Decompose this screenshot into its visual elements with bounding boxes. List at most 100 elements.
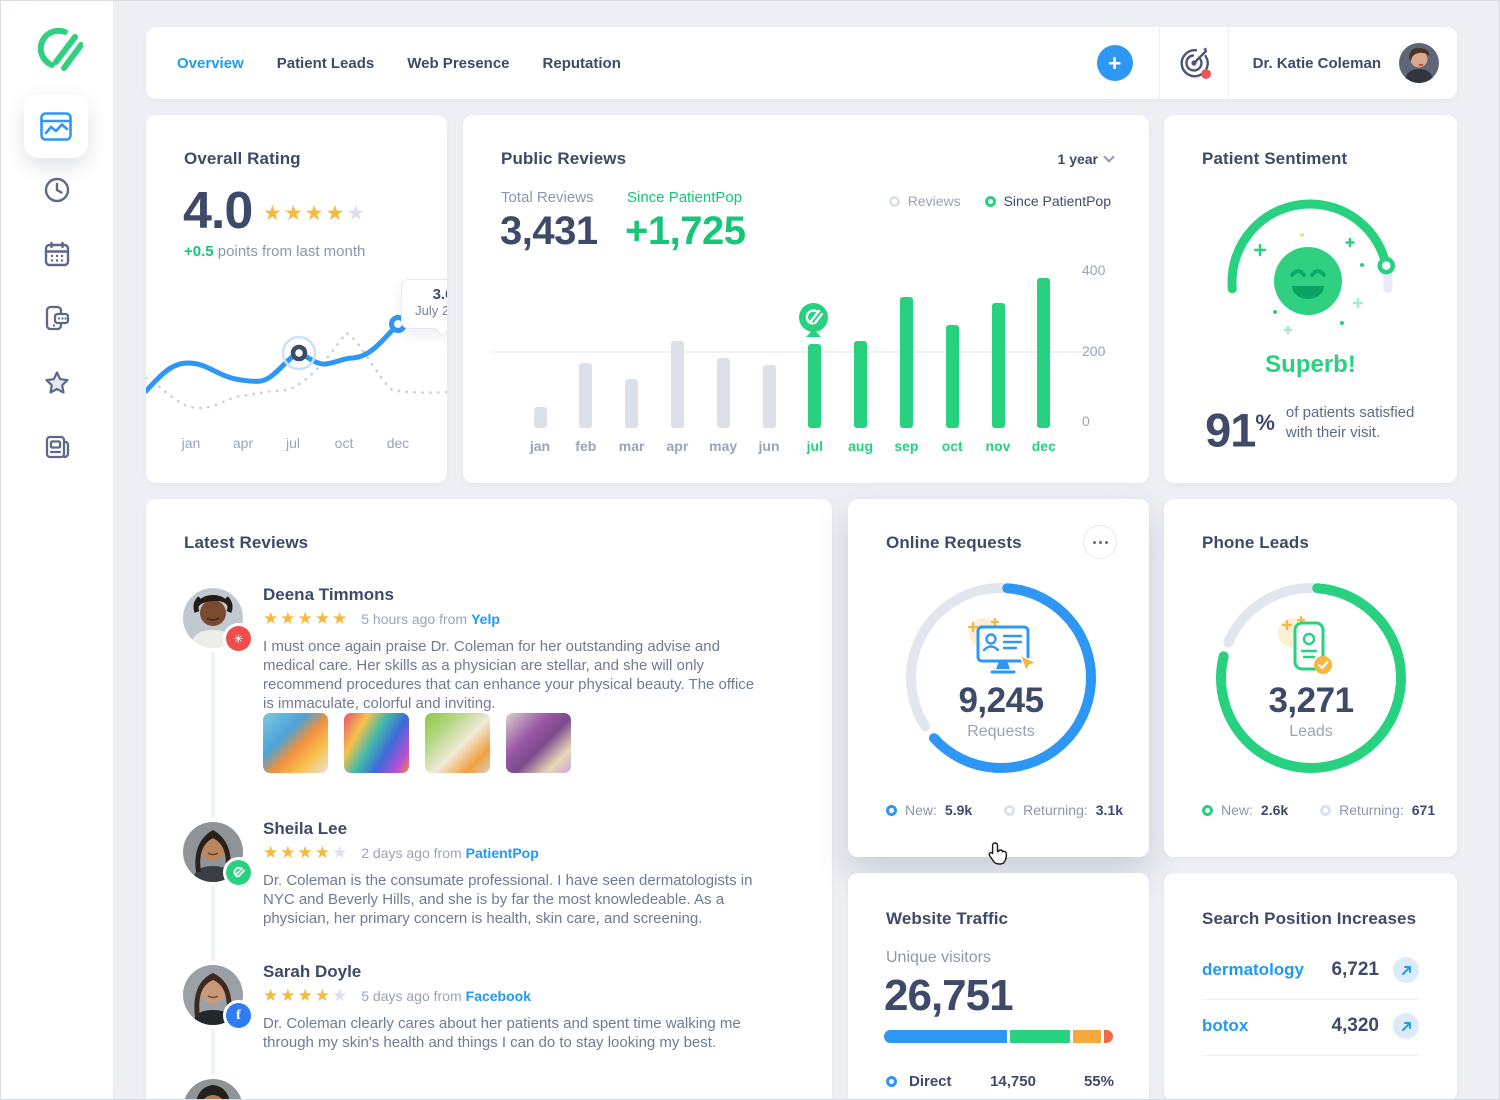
add-button[interactable]: + xyxy=(1096,45,1133,81)
bar-nov xyxy=(991,303,1005,428)
online-requests-card[interactable]: Online Requests 9,245 Requests New: 5.9k … xyxy=(848,499,1149,857)
x-axis-label: oct xyxy=(941,438,963,454)
leads-value: 3,271 xyxy=(1268,681,1354,720)
star-filled-icon: ★ xyxy=(332,609,350,628)
review-stars: ★★★★★ xyxy=(263,609,349,629)
y-tick: 400 xyxy=(1082,262,1106,278)
star-empty-icon: ★ xyxy=(346,202,368,225)
star-filled-icon: ★ xyxy=(325,202,347,225)
reviewer-name: Sarah Doyle xyxy=(263,962,362,981)
reviewer-avatar xyxy=(183,1079,243,1099)
sidebar-item-messages[interactable] xyxy=(44,305,70,331)
patient-sentiment-card: Patient Sentiment Superb! 91% of patient… xyxy=(1164,115,1457,483)
tab-reputation[interactable]: Reputation xyxy=(542,54,621,72)
x-axis-label: dec xyxy=(386,435,410,451)
x-axis-label: may xyxy=(709,438,738,454)
since-value: +1,725 xyxy=(625,209,746,253)
increase-arrow-button[interactable] xyxy=(1393,1013,1419,1039)
review-photos xyxy=(263,713,571,773)
sidebar-item-calendar[interactable] xyxy=(44,241,70,267)
divider xyxy=(1158,27,1160,99)
x-axis-label: feb xyxy=(575,438,597,454)
cursor-pointer-icon xyxy=(988,842,1008,865)
more-options-button[interactable] xyxy=(1083,525,1117,559)
star-filled-icon: ★ xyxy=(280,609,298,628)
review-photo[interactable] xyxy=(425,713,490,773)
x-axis-label: apr xyxy=(232,435,254,451)
yelp-badge-icon: ✳ xyxy=(226,626,251,651)
requests-value: 9,245 xyxy=(958,681,1044,720)
donut-center: 3,271 Leads xyxy=(1211,681,1411,741)
bar-mar xyxy=(625,379,639,428)
gray-ring-icon xyxy=(1004,804,1016,816)
keyword-link[interactable]: botox xyxy=(1202,1016,1249,1035)
tab-overview[interactable]: Overview xyxy=(177,54,244,72)
notification-dot xyxy=(1200,69,1211,79)
rating-line-chart xyxy=(146,315,447,410)
unique-visitors-label: Unique visitors xyxy=(886,949,991,966)
sidebar-item-dashboard[interactable] xyxy=(24,94,88,158)
bar-may xyxy=(716,358,730,428)
legend-reviews[interactable]: Reviews xyxy=(888,193,961,209)
review-source-link[interactable]: PatientPop xyxy=(465,845,539,861)
y-tick: 0 xyxy=(1082,413,1090,429)
phone-leads-card: Phone Leads 3,271 Leads New: 2.6k Returni… xyxy=(1164,499,1457,857)
keyword-value: 4,320 xyxy=(1331,1015,1379,1036)
review-source-link[interactable]: Yelp xyxy=(471,611,500,627)
sentiment-gauge xyxy=(1227,199,1396,335)
card-title: Online Requests xyxy=(886,533,1022,552)
card-title: Phone Leads xyxy=(1202,533,1309,552)
rating-delta: +0.5 points from last month xyxy=(184,243,366,260)
goals-button[interactable] xyxy=(1160,45,1228,81)
x-axis-label: aug xyxy=(848,438,874,454)
donut-center: 9,245 Requests xyxy=(901,681,1101,741)
user-avatar xyxy=(1399,43,1439,83)
sentiment-detail: 91% of patients satisfied with their vis… xyxy=(1205,403,1415,457)
bar-apr xyxy=(670,341,684,428)
period-dropdown[interactable]: 1 year xyxy=(1058,151,1115,167)
tab-patient-leads[interactable]: Patient Leads xyxy=(276,54,375,72)
patientpop-logo-icon[interactable] xyxy=(31,23,84,75)
review-stars: ★★★★★ xyxy=(263,843,349,863)
sidebar-item-news[interactable] xyxy=(44,434,70,460)
star-filled-icon: ★ xyxy=(314,986,332,1005)
keyword-link[interactable]: dermatology xyxy=(1202,960,1305,979)
traffic-stacked-bar xyxy=(884,1030,1113,1043)
sidebar-item-reviews[interactable] xyxy=(44,370,70,396)
review-source-link[interactable]: Facebook xyxy=(465,988,531,1004)
review-photo[interactable] xyxy=(506,713,571,773)
green-ring-icon xyxy=(1202,804,1213,816)
overall-rating-card: Overall Rating 4.0 ★★★★★ +0.5 points fro… xyxy=(146,115,447,483)
leads-legend: New: 2.6k Returning: 671 xyxy=(1202,802,1435,818)
dashboard-chart-icon xyxy=(40,111,72,141)
review-photo[interactable] xyxy=(344,713,409,773)
since-label: Since PatientPop xyxy=(627,189,743,206)
x-axis-label: jan xyxy=(529,438,551,454)
patientpop-pin-icon xyxy=(799,303,828,339)
bar-oct xyxy=(945,325,959,428)
x-axis-label: jun xyxy=(758,438,780,454)
bar-aug xyxy=(854,341,868,428)
reviewer-name: Deena Timmons xyxy=(263,585,395,604)
star-filled-icon: ★ xyxy=(263,986,281,1005)
current-rating-line xyxy=(146,321,401,394)
total-reviews-label: Total Reviews xyxy=(501,189,594,206)
chart-legend: Reviews Since PatientPop xyxy=(888,193,1111,209)
star-filled-icon: ★ xyxy=(280,843,298,862)
tab-web-presence[interactable]: Web Presence xyxy=(407,54,510,72)
website-traffic-card: Website Traffic Unique visitors 26,751 D… xyxy=(848,873,1149,1099)
total-reviews-value: 3,431 xyxy=(500,209,598,253)
review-photo[interactable] xyxy=(263,713,328,773)
increase-arrow-button[interactable] xyxy=(1393,957,1419,983)
legend-since-patientpop[interactable]: Since PatientPop xyxy=(984,193,1111,209)
user-menu[interactable]: Dr. Katie Coleman xyxy=(1229,43,1457,83)
star-filled-icon: ★ xyxy=(304,202,326,225)
facebook-badge-icon: f xyxy=(226,1003,251,1028)
x-axis-label: dec xyxy=(1031,438,1056,454)
traffic-segment xyxy=(1072,1030,1101,1043)
sidebar-item-history[interactable] xyxy=(44,177,70,203)
traffic-segment xyxy=(1010,1030,1070,1043)
review-text: Dr. Coleman clearly cares about her pati… xyxy=(263,1015,741,1051)
leads-unit: Leads xyxy=(1289,723,1333,740)
x-axis-label: jul xyxy=(285,435,300,451)
